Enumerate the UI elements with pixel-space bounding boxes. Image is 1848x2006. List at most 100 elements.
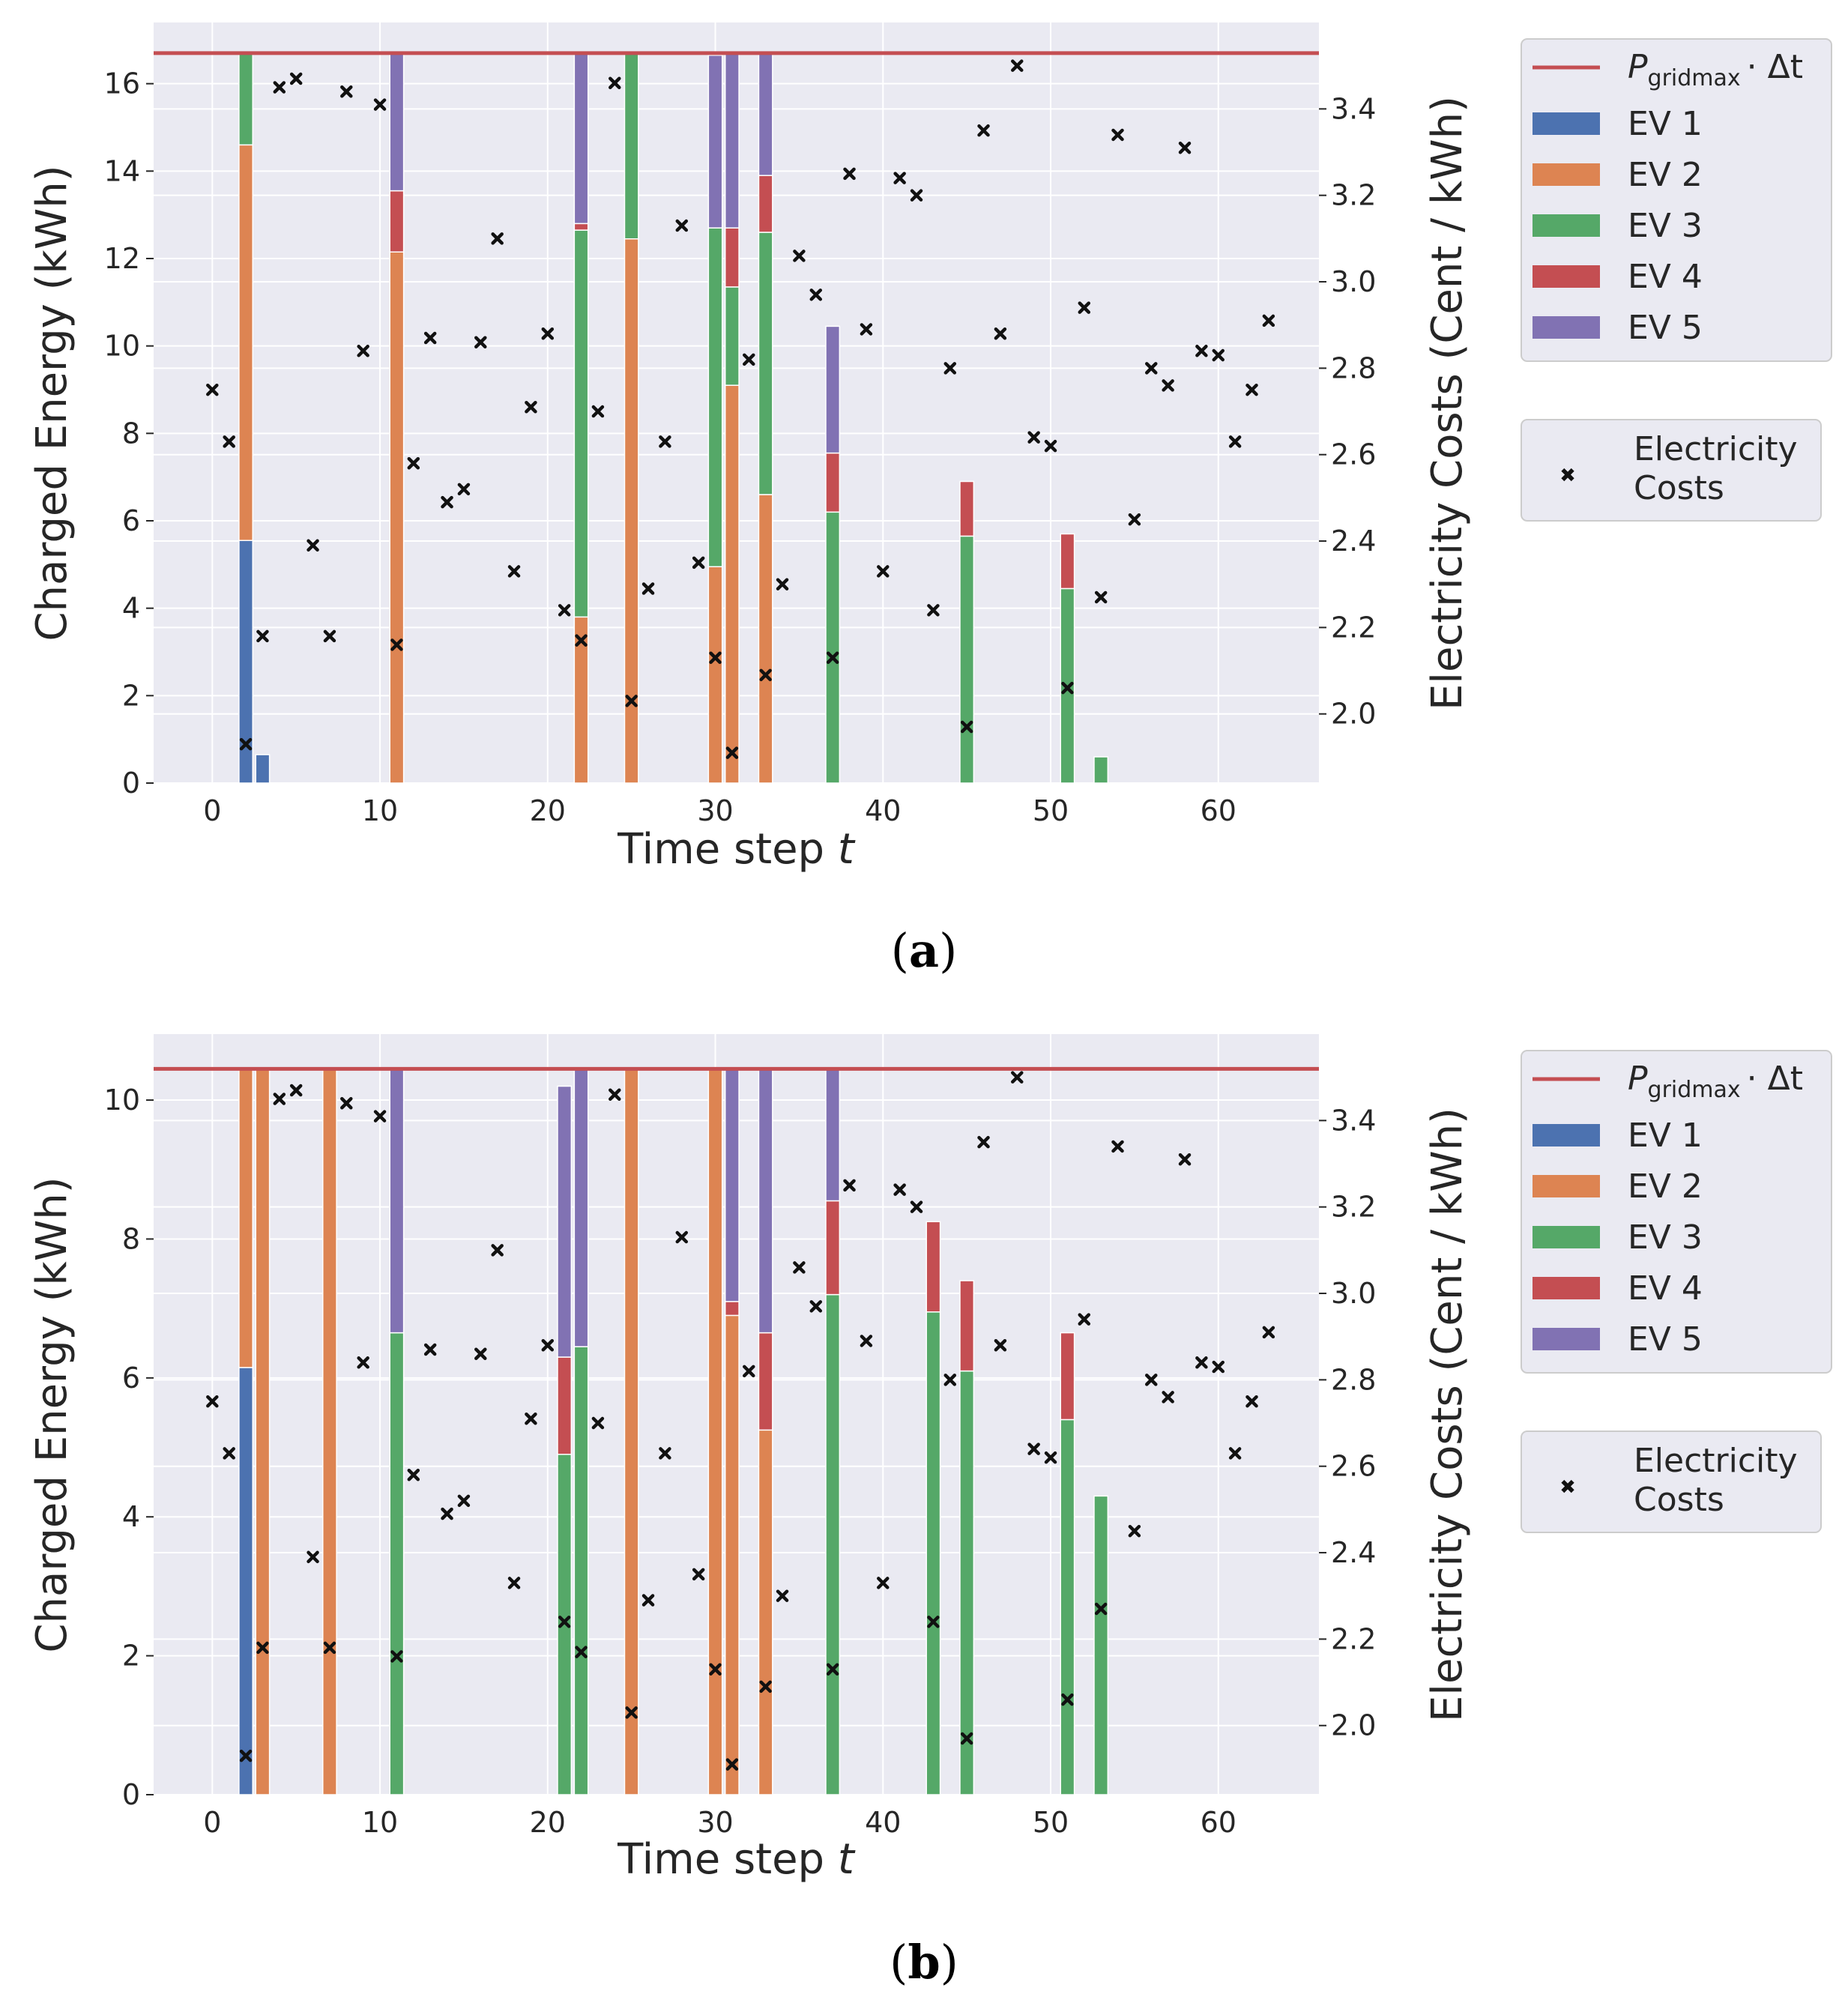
bar-segment-ev3-t43 — [925, 1311, 941, 1795]
cost-marker-t21 — [558, 1616, 571, 1628]
cost-marker-t40 — [877, 1577, 890, 1589]
bar-segment-ev5-t33 — [758, 1068, 773, 1334]
cost-marker-t54 — [1111, 128, 1124, 142]
x-axis-label-a: Time step t — [617, 825, 856, 874]
cost-marker-t49 — [1027, 431, 1040, 444]
cost-marker-t19 — [525, 401, 537, 414]
y-tick-label: 12 — [104, 242, 140, 275]
legend-line-label-b: Pgridmax · Δt — [1628, 1060, 1803, 1103]
bar-segment-ev2-t31 — [724, 1314, 740, 1795]
bar-segment-ev3-t53 — [1093, 756, 1109, 784]
cost-marker-t58 — [1178, 141, 1192, 154]
cost-marker-t56 — [1145, 1374, 1158, 1386]
cost-marker-t17 — [491, 1244, 504, 1257]
y2-tick-label: 2.8 — [1331, 351, 1376, 384]
cost-marker-t12 — [407, 1468, 420, 1481]
x-ticks-b: 0 10 20 30 40 50 60 — [203, 1806, 1236, 1839]
cost-marker-t5 — [289, 1084, 303, 1097]
cost-marker-t15 — [457, 483, 471, 496]
legend-swatch-ev3-a — [1533, 214, 1600, 237]
bar-segment-ev4-t37 — [825, 452, 841, 513]
cost-marker-t56 — [1145, 362, 1158, 375]
cost-marker-t13 — [423, 1343, 437, 1356]
legend-swatch-ev2-a — [1533, 163, 1600, 186]
x-tick-label: 60 — [1201, 1806, 1236, 1839]
bar-segment-ev2-t33 — [758, 1429, 773, 1795]
cost-marker-t28 — [675, 1230, 689, 1244]
cost-marker-t59 — [1195, 1356, 1208, 1369]
bar-segment-ev5-t30 — [707, 55, 723, 229]
legend-swatch-ev3-b — [1533, 1226, 1600, 1248]
cost-marker-t10 — [373, 1110, 387, 1123]
legend-label-ev1-b: EV 1 — [1628, 1117, 1703, 1155]
cost-marker-t3 — [256, 629, 269, 643]
legend-costs-label2-b: Costs — [1634, 1481, 1724, 1519]
legend-swatch-ev4-b — [1533, 1277, 1600, 1299]
cost-marker-t15 — [457, 1494, 471, 1508]
y2-tick-label: 2.4 — [1331, 525, 1376, 558]
bar-segment-ev2-t30 — [707, 1068, 723, 1795]
y2-tick-label: 3.2 — [1331, 179, 1376, 212]
bar-segment-ev3-t11 — [389, 1332, 405, 1795]
y-tick-label: 10 — [104, 330, 140, 363]
legend-costs-box-a — [1521, 419, 1822, 522]
cost-marker-t53 — [1094, 1602, 1108, 1616]
cost-marker-t11 — [390, 638, 403, 651]
y2-tick-label: 2.6 — [1331, 1450, 1376, 1483]
cost-marker-t22 — [575, 634, 588, 647]
y-axis-label-b: Charged Energy (kWh) — [28, 1176, 76, 1652]
legend-label-ev5-a: EV 5 — [1628, 309, 1703, 347]
cost-marker-t4 — [273, 81, 286, 94]
cost-marker-t51 — [1061, 1693, 1074, 1706]
bar-segment-ev3-t25 — [623, 52, 639, 240]
cost-marker-t7 — [323, 629, 336, 643]
cost-marker-t60 — [1212, 1360, 1225, 1374]
y2-tick-label: 3.4 — [1331, 1104, 1376, 1137]
cost-marker-t48 — [1011, 59, 1024, 72]
bars-a — [238, 52, 1109, 784]
y-tick-label: 4 — [122, 592, 140, 625]
cost-marker-t45 — [960, 720, 973, 734]
cost-marker-t2 — [239, 1749, 253, 1762]
bar-segment-ev5-t22 — [573, 1068, 589, 1347]
cost-marker-t39 — [860, 323, 873, 336]
cost-marker-t16 — [474, 336, 487, 349]
cost-marker-t62 — [1245, 1395, 1258, 1408]
bar-segment-ev4-t51 — [1060, 533, 1075, 590]
cost-marker-t20 — [541, 1338, 555, 1352]
bar-segment-ev4-t21 — [557, 1356, 573, 1455]
cost-marker-t30 — [709, 651, 722, 665]
bar-segment-ev4-t37 — [825, 1200, 841, 1296]
bar-segment-ev2-t31 — [724, 384, 740, 784]
legend-label-ev5-b: EV 5 — [1628, 1320, 1703, 1359]
cost-marker-t18 — [507, 1577, 521, 1589]
cost-marker-t31 — [725, 746, 739, 759]
cost-marker-t23 — [591, 405, 605, 418]
cost-marker-t35 — [793, 1261, 806, 1274]
cost-marker-t60 — [1212, 348, 1225, 362]
legend-costs-a: ✖ Electricity Costs — [1521, 419, 1822, 522]
x-tick-label: 0 — [203, 1806, 221, 1839]
cost-marker-t27 — [659, 1447, 671, 1460]
bar-segment-ev3-t51 — [1060, 1419, 1075, 1795]
y2-tick-label: 2.4 — [1331, 1536, 1376, 1569]
legend-costs-b: ✖ Electricity Costs — [1521, 1431, 1822, 1533]
bar-segment-ev4-t11 — [389, 190, 405, 253]
cost-marker-t44 — [943, 362, 957, 375]
cost-marker-t26 — [641, 582, 655, 595]
cost-marker-t28 — [675, 219, 689, 232]
cost-marker-t46 — [977, 124, 990, 137]
cost-marker-t63 — [1262, 1326, 1275, 1339]
bar-segment-ev3-t30 — [707, 227, 723, 567]
cost-marker-t39 — [860, 1335, 873, 1347]
bar-segment-ev5-t33 — [758, 52, 773, 176]
cost-marker-t48 — [1011, 1071, 1024, 1084]
cost-marker-t38 — [843, 167, 856, 181]
cost-marker-t44 — [943, 1374, 957, 1386]
bar-segment-ev2-t11 — [389, 251, 405, 784]
cost-marker-t6 — [307, 539, 319, 552]
panel-a: 0 10 20 30 40 50 60 0 2 4 6 8 10 12 14 16 2.0 2.2 2.4 2.6… — [28, 22, 1832, 978]
bar-segment-ev3-t31 — [724, 286, 740, 386]
bar-segment-ev2-t7 — [322, 1068, 337, 1795]
cost-marker-t61 — [1228, 1447, 1242, 1460]
